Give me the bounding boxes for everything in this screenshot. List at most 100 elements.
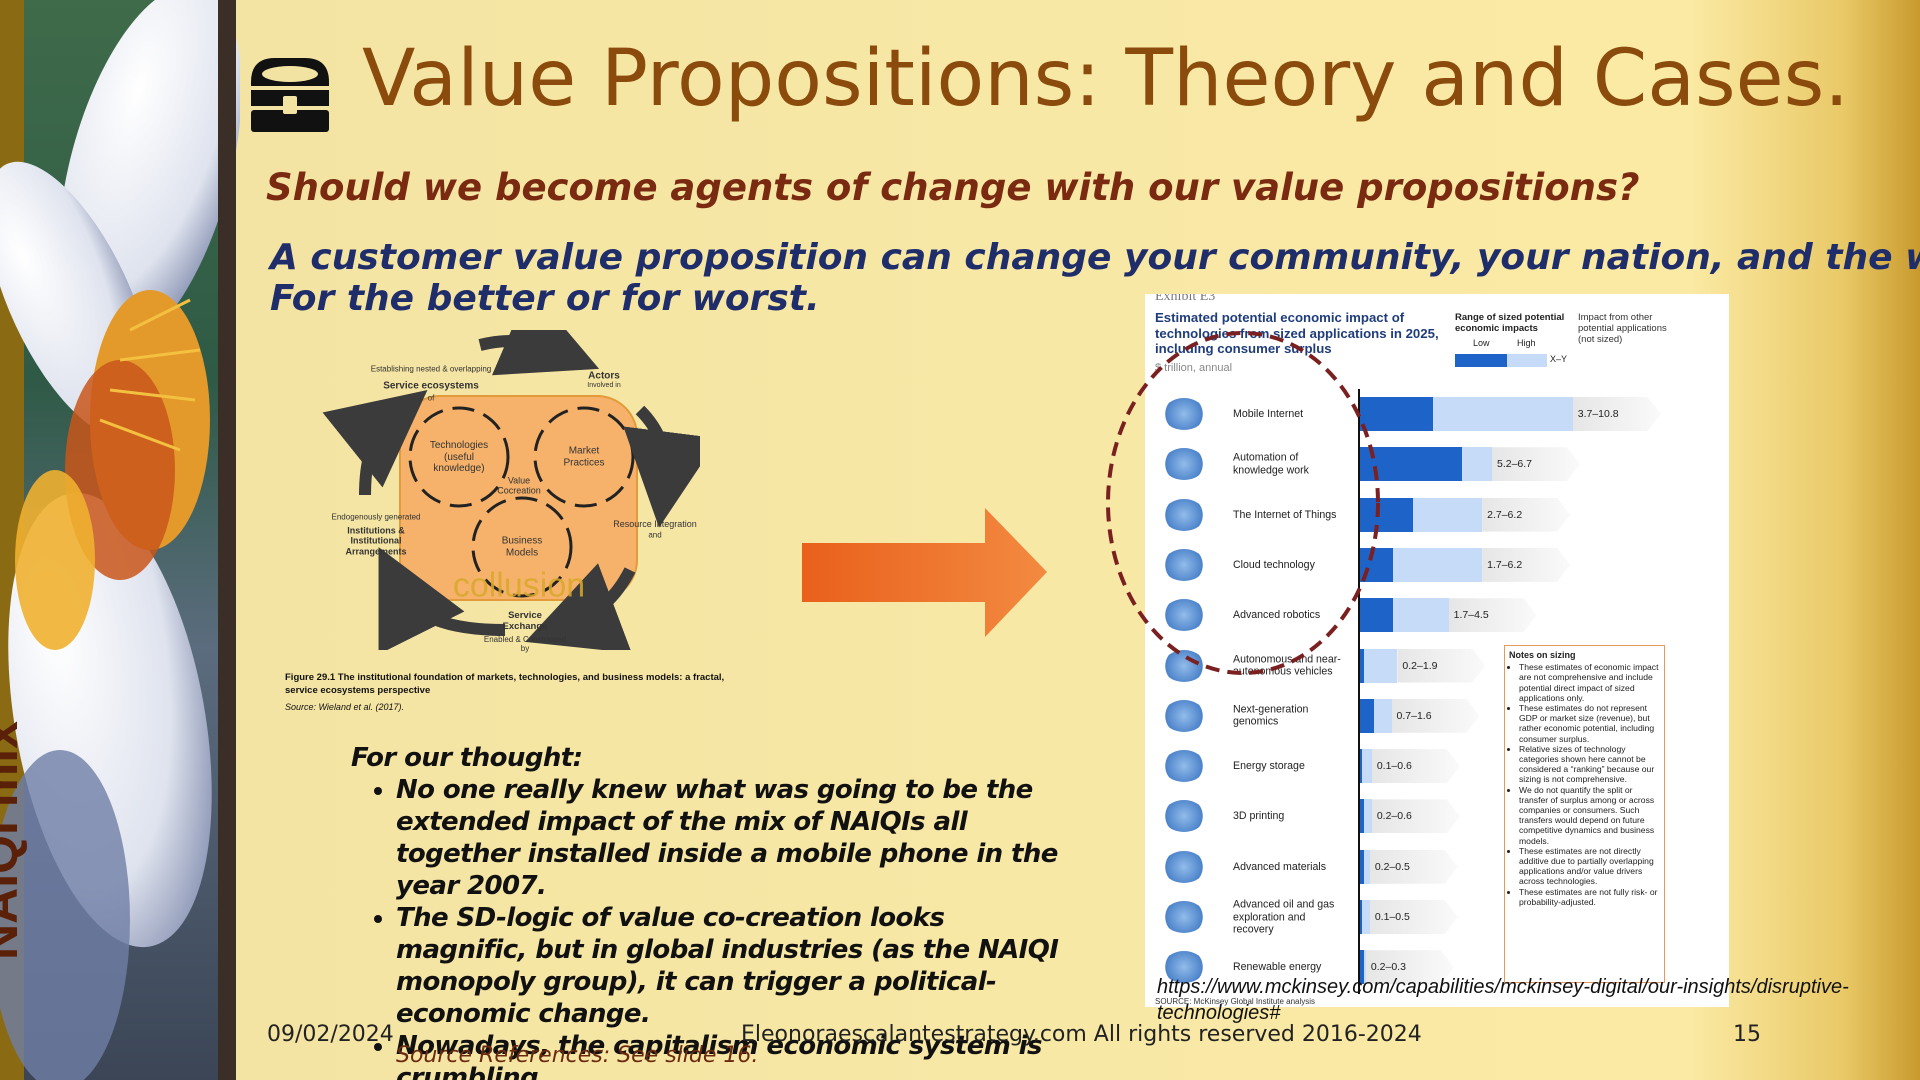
row-label: Energy storage [1233, 759, 1305, 772]
note-item: These estimates do not represent GDP or … [1519, 703, 1660, 744]
note-item: These estimates are not fully risk- or p… [1519, 887, 1660, 907]
diagram-label: Technologies (useful knowledge) [429, 439, 489, 474]
exhibit-source: SOURCE: McKinsey Global Institute analys… [1155, 997, 1316, 1006]
diagram-label: Value Cocreation [497, 475, 541, 496]
range-label: 0.2–1.9 [1402, 659, 1438, 672]
legend-swatch [1455, 354, 1507, 367]
title: Value Propositions: Theory and Cases. [362, 34, 1850, 124]
bar-low [1360, 397, 1433, 431]
diagram-label: and [648, 530, 662, 540]
thought-bullet: Nowadays, the capitalism economic system… [396, 1030, 1071, 1080]
notes-box: Notes on sizing These estimates of econo… [1504, 645, 1665, 983]
bar-high [1360, 900, 1370, 934]
range-label: 3.7–10.8 [1577, 408, 1619, 420]
bar-low [1360, 648, 1364, 683]
unsized-chevron [1371, 799, 1460, 834]
row-label: The Internet of Things [1233, 508, 1337, 521]
bar-low [1360, 799, 1364, 834]
note-item: These estimates are not directly additiv… [1519, 846, 1660, 887]
bar-low [1360, 900, 1362, 934]
thought-bullet: The SD-logic of value co-creation looks … [396, 902, 1071, 1030]
source-references: Source References: See slide 16. [396, 1043, 759, 1068]
bar-low [1360, 749, 1362, 784]
range-label: 2.7–6.2 [1487, 508, 1523, 521]
row-icon [1163, 800, 1205, 833]
source-url: https://www.mckinsey.com/capabilities/mc… [1157, 976, 1849, 1024]
thought-bullet: No one really knew what was going to be … [396, 774, 1071, 902]
unsized-chevron [1369, 849, 1458, 884]
unsized-chevron [1448, 598, 1537, 633]
thought-heading: For our thought: [351, 743, 583, 773]
diagram-label: Actors [588, 370, 620, 382]
range-label: 0.1–0.6 [1376, 760, 1412, 773]
notes-title: Notes on sizing [1509, 650, 1576, 660]
range-label: 0.7–1.6 [1396, 709, 1432, 722]
range-label: 0.2–0.5 [1374, 860, 1410, 873]
unsized-chevron [1369, 900, 1458, 934]
range-label: 0.1–0.5 [1374, 911, 1410, 923]
painting-strip [0, 0, 240, 1080]
unsized-chevron [1572, 397, 1661, 431]
diagram-label: Service Exchange [502, 610, 548, 632]
range-label: 5.2–6.7 [1496, 458, 1533, 471]
axis-line [1358, 389, 1360, 994]
row-label: Automation of knowledge work [1233, 451, 1309, 477]
subtitle: Should we become agents of change with o… [266, 166, 1640, 209]
chest-icon [251, 58, 329, 132]
bar-high [1360, 799, 1372, 834]
note-item: We do not quantify the split or transfer… [1519, 785, 1660, 846]
arrow-label: NAIQI mix [0, 721, 28, 960]
exhibit-title: Estimated potential economic impact of t… [1155, 310, 1439, 356]
note-item: Relative sizes of technology categories … [1519, 744, 1660, 785]
exhibit-unit: $ trillion, annual [1155, 362, 1233, 374]
diagram-label: Endogenously generated [331, 512, 421, 522]
row-label: Advanced materials [1233, 860, 1327, 873]
bar-low [1360, 497, 1414, 532]
exhibit: Exhibit E3 Estimated potential economic … [1145, 294, 1729, 1007]
unsized-chevron [1365, 950, 1454, 985]
ecosystem-diagram [322, 330, 700, 650]
unsized-chevron [1482, 547, 1571, 582]
row-icon [1163, 750, 1205, 783]
unsized-chevron [1391, 698, 1480, 733]
diagram-label: Establishing nested & overlapping [370, 364, 492, 374]
arrow [802, 508, 1047, 637]
unsized-chevron [1482, 497, 1571, 532]
bar-low [1360, 849, 1364, 884]
row-label: Renewable energy [1233, 961, 1322, 974]
bar-low [1360, 698, 1374, 733]
row-label: Advanced robotics [1233, 608, 1321, 621]
footer-center: Eleonoraescalantestrategy.com All rights… [741, 1022, 1422, 1047]
range-label: 1.7–6.2 [1487, 558, 1523, 571]
note-item: These estimates of economic impact are n… [1519, 662, 1660, 703]
exhibit-tag: Exhibit E3 [1155, 294, 1216, 304]
legend-label: X–Y [1550, 354, 1568, 364]
diagram-label: Service ecosystems [383, 380, 479, 392]
collusion-overlay: collusion [452, 566, 586, 605]
row-icon [1163, 498, 1205, 531]
bar-high [1360, 849, 1370, 884]
unsized-chevron [1371, 749, 1460, 784]
row-icon [1163, 850, 1205, 883]
diagram-label: Involved in [587, 381, 621, 389]
legend-title: Range of sized potential economic impact… [1455, 312, 1565, 334]
row-icon [1163, 599, 1205, 632]
legend-label: High [1517, 338, 1536, 348]
bar-low [1360, 598, 1394, 633]
row-icon [1163, 951, 1205, 984]
legend-note: Impact from other potential applications… [1578, 312, 1667, 345]
diagram-label: of [427, 393, 435, 403]
diagram-label: Market Practices [563, 445, 605, 469]
footer-page: 15 [1733, 1022, 1761, 1047]
range-label: 0.2–0.3 [1370, 961, 1406, 974]
range-label: 0.2–0.6 [1376, 810, 1412, 823]
row-label: Cloud technology [1233, 558, 1315, 571]
legend-label: Low [1473, 338, 1490, 348]
row-label: Next-generation genomics [1233, 703, 1309, 728]
figure-caption: Figure 29.1 The institutional foundation… [285, 672, 725, 696]
range-label: 1.7–4.5 [1453, 609, 1489, 622]
highlight-ellipse [1106, 331, 1380, 675]
diagram-label: Institutions & Institutional Arrangement… [345, 525, 407, 557]
row-icon [1163, 649, 1205, 682]
